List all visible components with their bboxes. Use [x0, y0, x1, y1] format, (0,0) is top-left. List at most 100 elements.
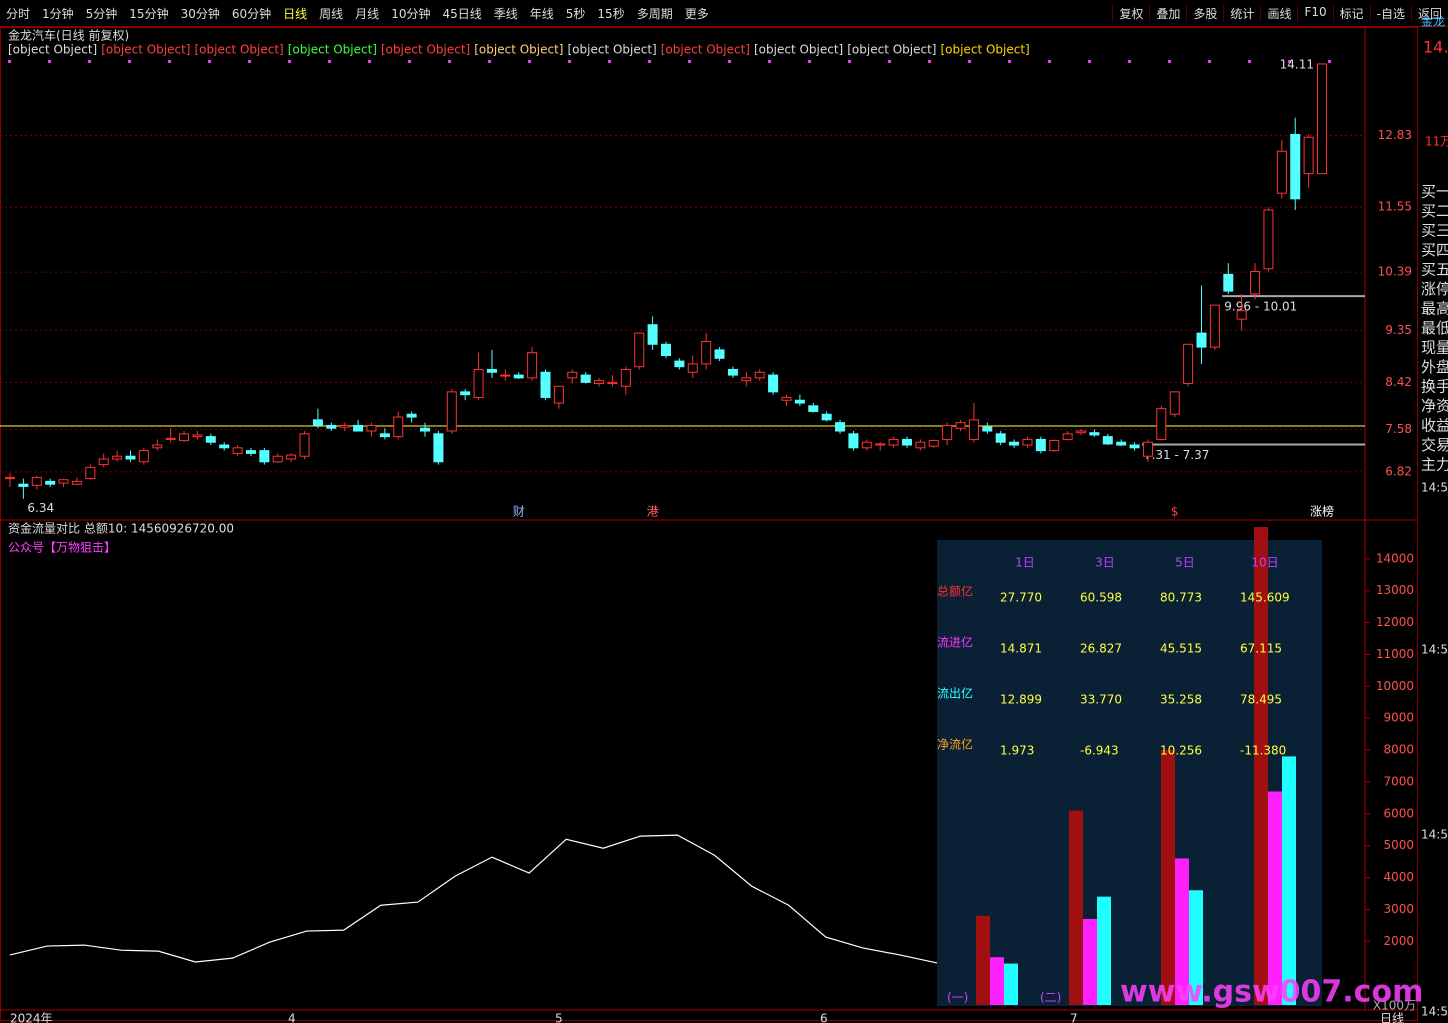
x-tick-label: (一): [947, 991, 968, 1005]
table-cell: 14.871: [1000, 642, 1042, 656]
candle-body: [527, 352, 538, 379]
table-cell: 1.973: [1000, 744, 1034, 758]
panel-title: 资金流量对比 总额10: 14560926720.00: [8, 521, 234, 536]
candle-body: [674, 360, 685, 368]
candle-body: [1183, 343, 1194, 384]
button[interactable]: 叠加: [1149, 4, 1186, 22]
candle-body: [406, 413, 417, 418]
info-field: [object Object]: [941, 43, 1030, 57]
info-field: [object Object]: [195, 43, 284, 57]
bar: [1069, 810, 1083, 1005]
candle-body: [205, 436, 216, 443]
candle-body: [821, 413, 832, 421]
table-header: 10日: [1251, 556, 1278, 570]
x-axis-label: 4: [288, 1012, 296, 1023]
side-row: 收益: [1421, 417, 1448, 435]
table-cell: 45.515: [1160, 642, 1202, 656]
event-dot: [1048, 60, 1051, 63]
event-dot: [128, 60, 131, 63]
candle-body: [192, 434, 203, 438]
candle-body: [714, 349, 725, 359]
candle-body: [312, 419, 323, 426]
side-row: 买二: [1421, 202, 1448, 220]
candle-body: [500, 374, 511, 377]
button[interactable]: F10: [1297, 4, 1332, 22]
candle-body: [112, 455, 123, 460]
candle-body: [781, 396, 792, 401]
tab[interactable]: 5分钟: [85, 6, 118, 21]
tab[interactable]: 周线: [319, 6, 344, 21]
row-label: 流进亿: [937, 635, 973, 650]
y-tick-label: 7000: [1383, 774, 1414, 788]
button[interactable]: 多股: [1186, 4, 1223, 22]
candle-body: [1062, 433, 1073, 440]
y-tick-label: 2000: [1383, 934, 1414, 948]
candle-body: [286, 454, 297, 460]
tab[interactable]: 年线: [529, 6, 554, 21]
candle-body: [18, 483, 29, 487]
candle-body: [1250, 271, 1261, 295]
button[interactable]: 复权: [1112, 4, 1149, 22]
event-dot: [608, 60, 611, 63]
y-tick-label: 8000: [1383, 743, 1414, 757]
candle-body: [1076, 430, 1087, 434]
button[interactable]: 统计: [1223, 4, 1260, 22]
tab[interactable]: 5秒: [565, 6, 586, 21]
tab[interactable]: 月线: [355, 6, 380, 21]
event-dot: [1008, 60, 1011, 63]
bar: [990, 957, 1004, 1005]
table-cell: 33.770: [1080, 693, 1122, 707]
button[interactable]: 标记: [1332, 4, 1370, 22]
period-label: 日线: [1380, 1012, 1404, 1023]
table-cell: 80.773: [1160, 591, 1202, 605]
candle-body: [768, 374, 779, 393]
candle-body: [794, 399, 805, 404]
tab[interactable]: 更多: [684, 6, 709, 21]
row-label: 总额亿: [937, 584, 973, 599]
candle-body: [942, 424, 953, 440]
marker: $: [1171, 505, 1179, 519]
candle-body: [339, 424, 350, 428]
tab[interactable]: 1分钟: [42, 6, 74, 21]
candle-body: [393, 416, 404, 438]
candle-body: [45, 480, 56, 485]
tab[interactable]: 15秒: [597, 6, 625, 21]
event-dot: [248, 60, 251, 63]
candle-body: [888, 438, 899, 446]
tab[interactable]: 15分钟: [129, 6, 169, 21]
tab[interactable]: 分时: [6, 6, 31, 21]
candle-body: [687, 363, 698, 373]
tab[interactable]: 日线: [283, 6, 308, 21]
tab[interactable]: 多周期: [636, 6, 673, 21]
candle-body: [567, 371, 578, 379]
tab[interactable]: 10分钟: [391, 6, 431, 21]
button[interactable]: 画线: [1260, 4, 1297, 22]
x-tick-label: (二): [1040, 991, 1061, 1005]
tab[interactable]: 30分钟: [180, 6, 220, 21]
table-header: 5日: [1175, 556, 1195, 570]
side-row: 交易: [1421, 436, 1448, 454]
tab[interactable]: 60分钟: [231, 6, 272, 21]
candle-body: [433, 433, 444, 463]
event-dot: [88, 60, 91, 63]
candle-body: [915, 441, 926, 449]
candle-body: [875, 443, 886, 446]
event-dot: [768, 60, 771, 63]
range-label: 7.31 - 7.37: [1144, 448, 1209, 462]
event-dot: [408, 60, 411, 63]
button[interactable]: 返回: [1410, 4, 1448, 22]
tab[interactable]: 45日线: [442, 6, 482, 21]
side-row: 主力: [1421, 456, 1448, 474]
bar: [1175, 858, 1189, 1005]
range-label: 9.96 - 10.01: [1224, 300, 1297, 314]
candle-body: [1156, 408, 1167, 440]
candle-body: [1290, 133, 1301, 200]
tab[interactable]: 季线: [493, 6, 518, 21]
event-dot: [968, 60, 971, 63]
candle-body: [1035, 438, 1046, 452]
x-axis-label: 2024年: [10, 1012, 53, 1023]
candle-body: [138, 450, 149, 463]
button[interactable]: -自选: [1369, 4, 1411, 22]
candle-body: [901, 438, 912, 446]
candle-body: [1102, 436, 1113, 445]
